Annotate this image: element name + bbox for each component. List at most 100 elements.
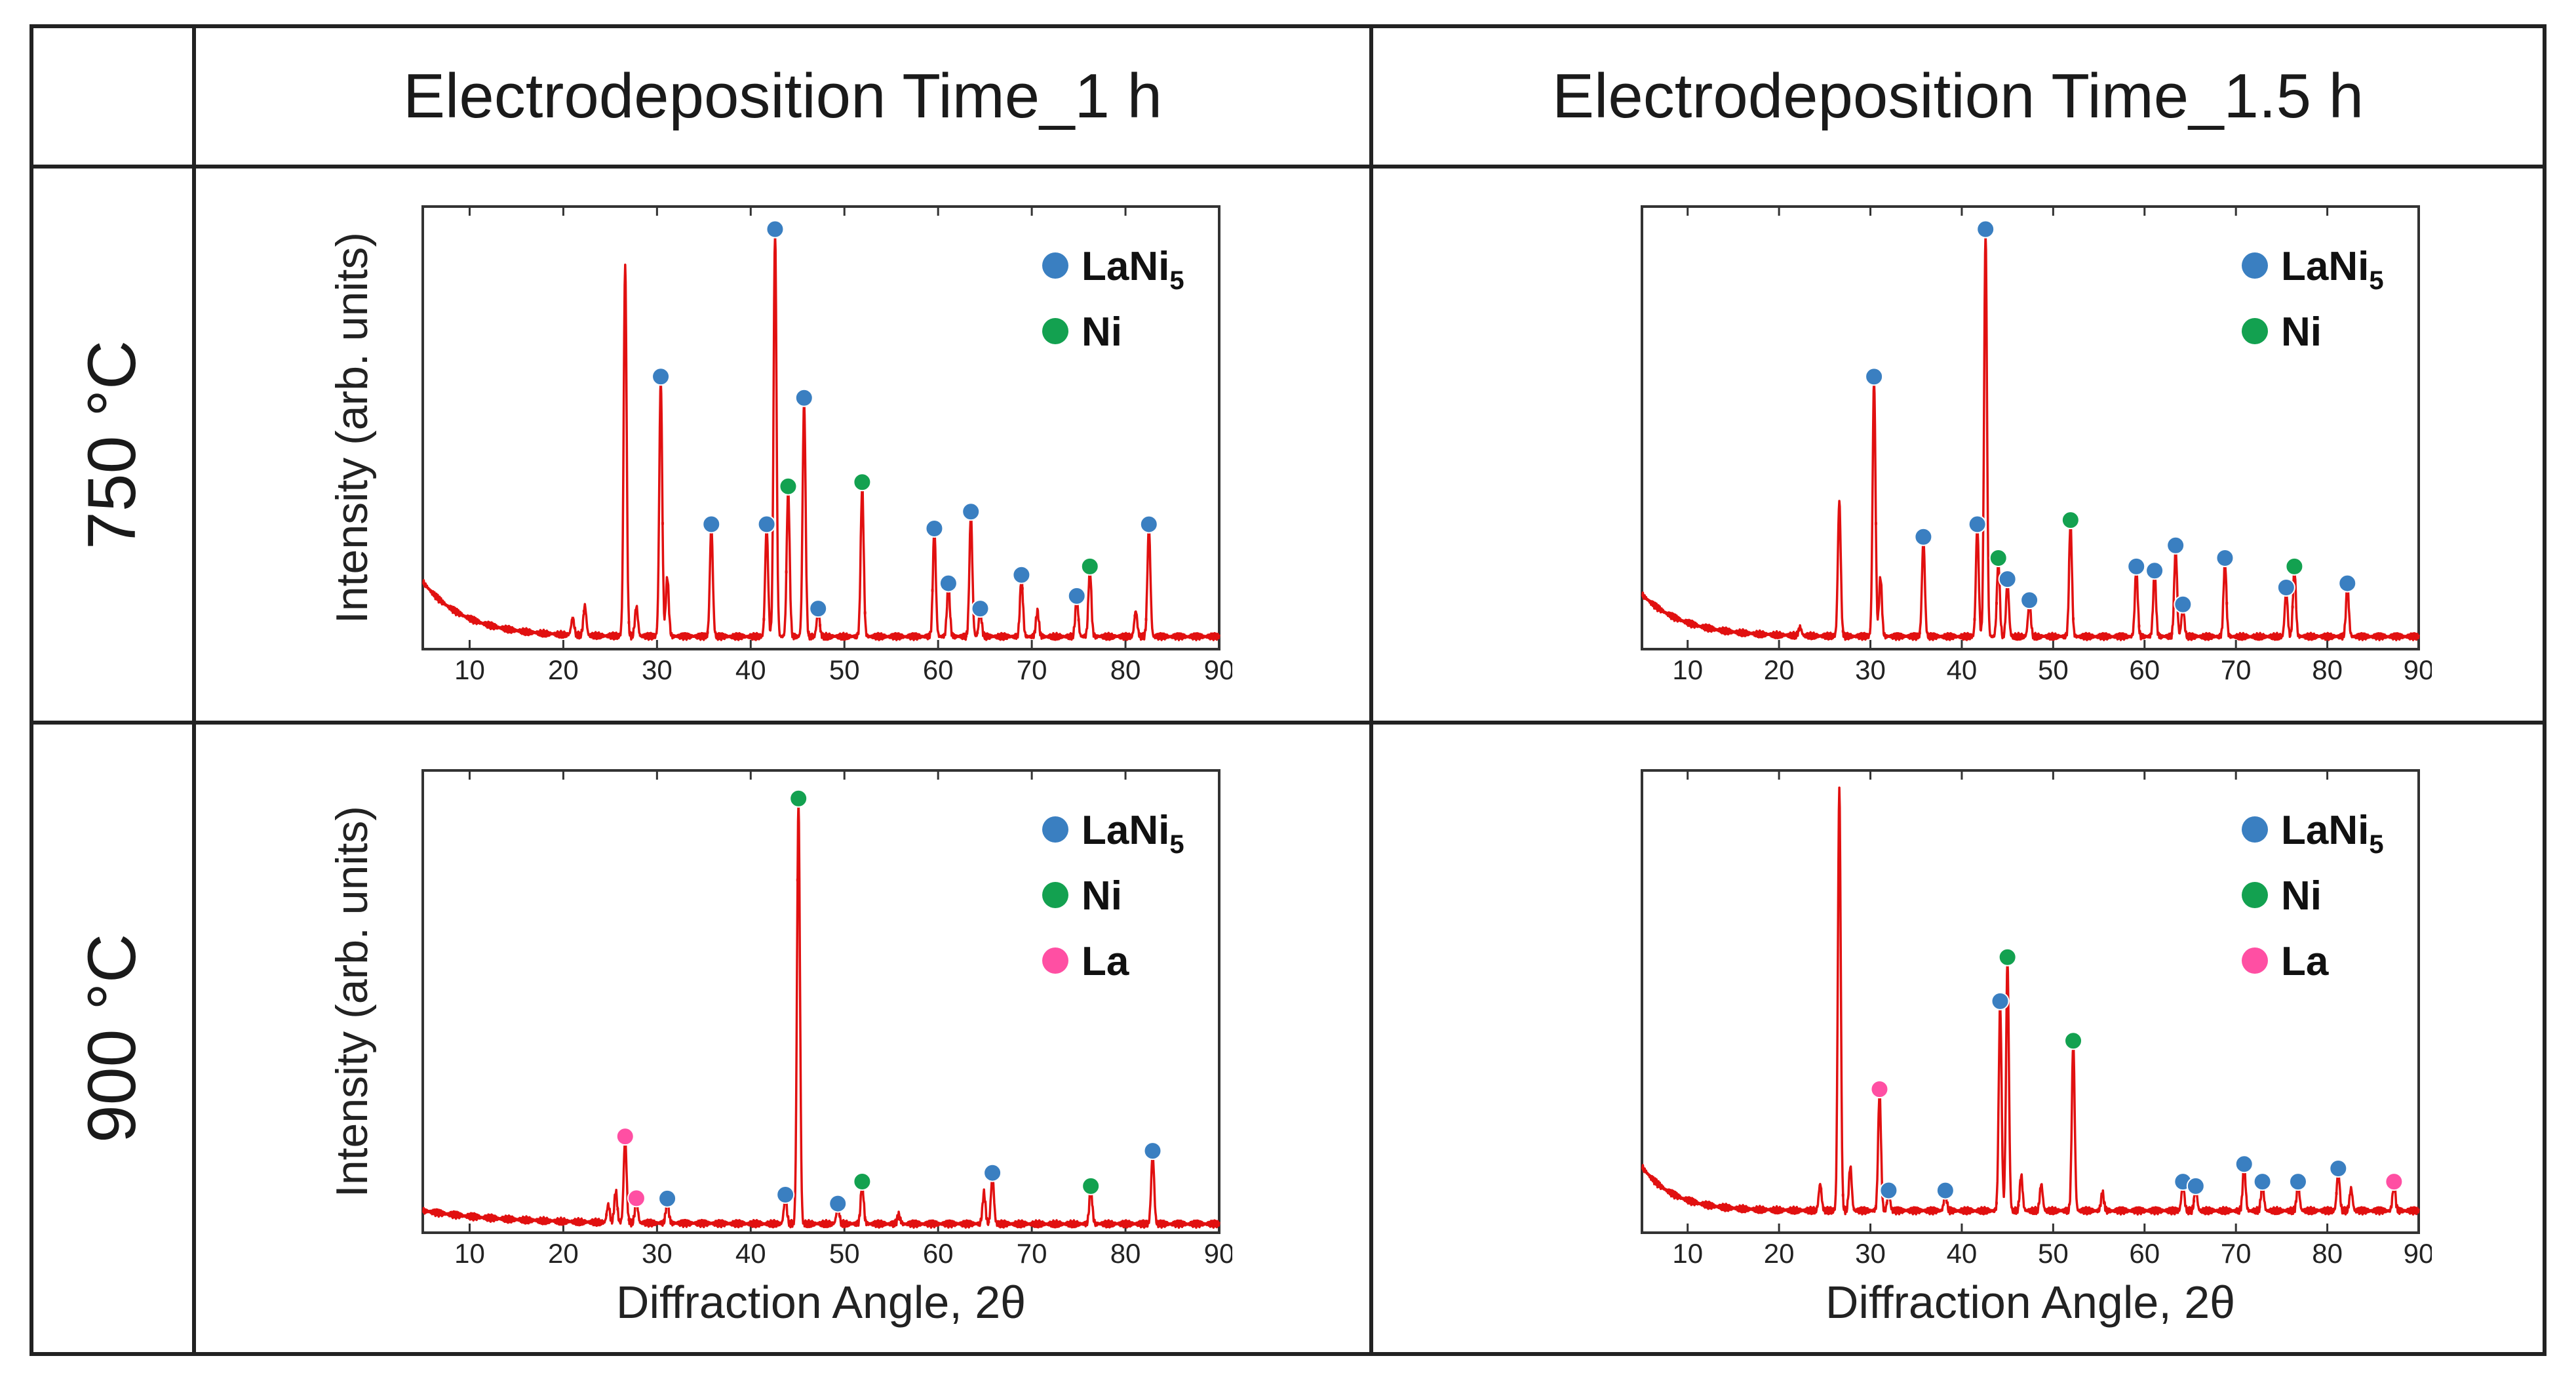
legend-marker-lani5 — [2242, 816, 2268, 843]
data-point — [2115, 1209, 2118, 1212]
legend-label-text: La — [2281, 939, 2329, 984]
data-point — [1688, 1199, 1691, 1203]
legend-label-text: Ni — [2281, 309, 2322, 355]
peak-marker-lani5 — [794, 388, 813, 407]
data-point — [571, 616, 574, 620]
data-point — [650, 1222, 653, 1225]
data-point — [796, 879, 799, 882]
data-point — [1896, 635, 1900, 638]
peak-marker-ni — [1998, 947, 2017, 966]
data-point — [1808, 634, 1812, 637]
data-point — [1190, 635, 1193, 638]
data-point — [953, 1222, 956, 1226]
data-point — [1190, 1222, 1193, 1226]
legend-label-subscript: 5 — [2369, 830, 2383, 859]
data-point — [2324, 635, 2327, 638]
data-point — [2313, 1209, 2316, 1212]
legend-label-text: La — [1082, 939, 1129, 984]
data-point — [627, 1218, 631, 1222]
data-point — [1940, 1208, 1943, 1212]
data-point — [987, 635, 990, 638]
xrd-pattern-line — [421, 801, 1220, 1229]
data-point — [897, 635, 901, 638]
data-point — [1699, 1202, 1702, 1205]
data-point — [638, 633, 642, 637]
data-point — [1055, 635, 1058, 638]
data-point — [1885, 635, 1888, 638]
data-point — [740, 1222, 743, 1226]
data-point — [1077, 618, 1080, 622]
data-point — [436, 597, 439, 600]
data-point — [1099, 635, 1103, 638]
x-tick-label: 20 — [1764, 654, 1795, 685]
data-point — [773, 1222, 777, 1226]
data-point — [1787, 633, 1790, 637]
data-point — [2214, 1209, 2217, 1212]
data-point — [2039, 1187, 2042, 1191]
data-point — [931, 589, 934, 592]
data-point — [1732, 1206, 1735, 1210]
peak-marker-lani5 — [2186, 1176, 2205, 1195]
x-tick-label: 20 — [548, 1238, 579, 1269]
data-point — [526, 1218, 530, 1222]
x-tick-label: 80 — [1110, 1238, 1141, 1269]
data-point — [953, 635, 956, 638]
legend-label-subscript: 5 — [1169, 830, 1184, 859]
data-point — [2247, 635, 2250, 638]
data-point — [695, 635, 698, 638]
data-point — [1677, 618, 1680, 621]
legend-label-lani5: LaNi5 — [2281, 808, 2384, 859]
data-point — [2291, 1209, 2294, 1212]
data-point — [1973, 618, 1976, 621]
legend-label-text: LaNi — [1082, 808, 1169, 853]
data-point — [1009, 1222, 1013, 1226]
data-point — [1830, 635, 1833, 638]
legend-label-subscript: 5 — [2369, 266, 2383, 295]
peak-marker-lani5 — [1143, 1142, 1162, 1161]
peak-marker-lani5 — [766, 220, 785, 239]
plot-frame — [421, 769, 1220, 1234]
data-point — [2149, 635, 2152, 638]
peak-marker-lani5 — [1998, 570, 2017, 589]
data-point — [1644, 596, 1647, 599]
data-point — [1852, 635, 1856, 638]
xrd-pattern-line — [421, 233, 1220, 641]
legend-marker-ni — [1042, 318, 1068, 344]
data-point — [492, 625, 496, 628]
data-point — [515, 629, 518, 632]
xrd-pattern-line — [1641, 786, 2420, 1216]
data-point — [1787, 1208, 1790, 1212]
data-point — [1032, 1222, 1035, 1226]
data-point — [2269, 1209, 2273, 1212]
data-point — [661, 1222, 664, 1225]
row-header-750: 750 °C — [31, 167, 194, 723]
data-point — [627, 621, 631, 624]
data-point — [1021, 1222, 1024, 1226]
data-point — [560, 1220, 563, 1223]
x-tick-label: 60 — [923, 1238, 954, 1269]
peak-marker-lani5 — [658, 1189, 677, 1208]
data-point — [1820, 634, 1823, 637]
x-tick-label: 20 — [1764, 1238, 1795, 1269]
data-point — [1144, 618, 1148, 621]
data-point — [1088, 1193, 1091, 1197]
data-point — [830, 635, 833, 638]
data-point — [2105, 1208, 2108, 1212]
data-point — [920, 1222, 923, 1226]
data-point — [448, 605, 451, 608]
data-point — [841, 1222, 844, 1226]
data-point — [1765, 633, 1768, 636]
row-header-750-text: 750 °C — [74, 340, 151, 549]
legend-label-la: La — [2281, 939, 2329, 984]
data-point — [2291, 605, 2294, 608]
data-point — [2039, 635, 2042, 638]
peak-marker-ni — [2061, 511, 2080, 530]
peak-marker-lani5 — [1879, 1181, 1898, 1200]
data-point — [728, 635, 732, 638]
data-point — [2247, 1209, 2250, 1212]
data-point — [1874, 522, 1877, 525]
data-point — [470, 618, 473, 621]
peak-marker-lani5 — [1012, 565, 1031, 584]
data-point — [1066, 1222, 1069, 1226]
